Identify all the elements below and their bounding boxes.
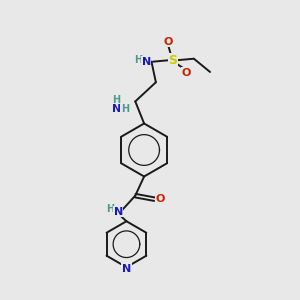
Text: O: O — [181, 68, 190, 78]
Text: N: N — [112, 104, 122, 114]
Text: H: H — [134, 55, 142, 65]
Text: O: O — [156, 194, 165, 204]
Text: H: H — [112, 95, 120, 105]
Text: O: O — [164, 37, 173, 47]
Text: H: H — [121, 104, 129, 114]
Text: H: H — [106, 205, 114, 214]
Text: N: N — [122, 264, 131, 274]
Text: S: S — [168, 54, 177, 67]
Text: N: N — [142, 57, 151, 67]
Text: N: N — [114, 207, 123, 217]
